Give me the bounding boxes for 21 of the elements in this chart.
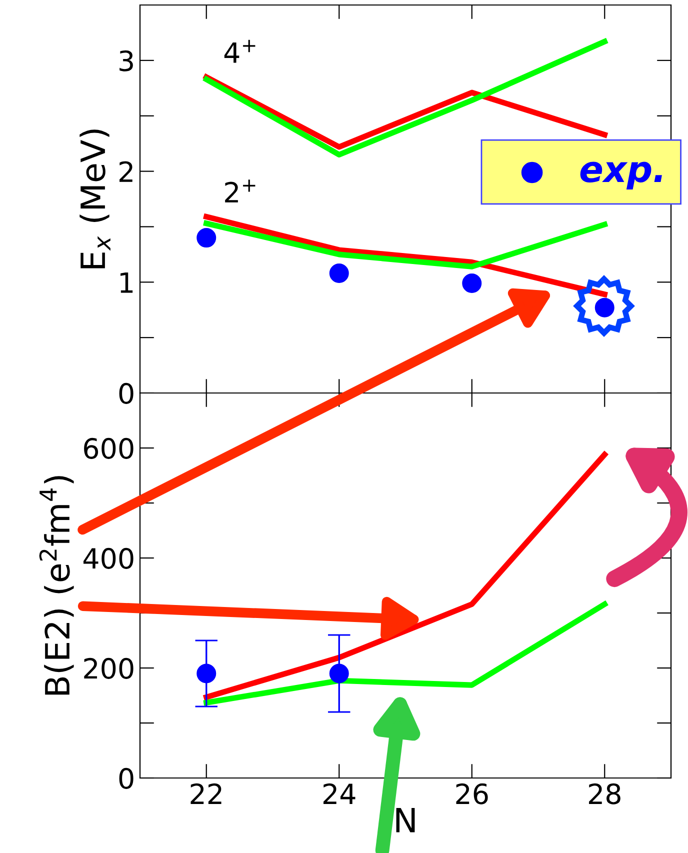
x-axis-title: N [396,808,415,832]
y-tick-label: 3 [120,50,133,72]
y-tick-label: 600 [84,438,134,459]
x-tick-label: 28 [588,783,620,804]
y-tick-label: 1 [120,272,133,293]
x-tick-label: 22 [190,783,222,804]
y-axis-title: E$_{x}$ (MeV) [80,130,110,268]
annotation: 4$^{+}$ [224,40,256,63]
x-tick-label: 24 [323,783,356,804]
y-tick-label: 2 [120,161,132,182]
y-tick-label: 0 [119,382,134,404]
y-tick-label: 200 [84,658,134,679]
y-tick-label: 0 [119,768,134,789]
y-axis-title: B(E2) (e$^{2}$fm$^{4}$) [39,476,74,695]
point [329,264,349,284]
point [462,274,482,293]
point [196,228,216,248]
annotation: 2$^{+}$ [225,180,256,202]
y-tick-label: 400 [83,548,134,569]
x-tick-label: 26 [456,783,488,804]
legend-label: exp. [580,162,662,190]
